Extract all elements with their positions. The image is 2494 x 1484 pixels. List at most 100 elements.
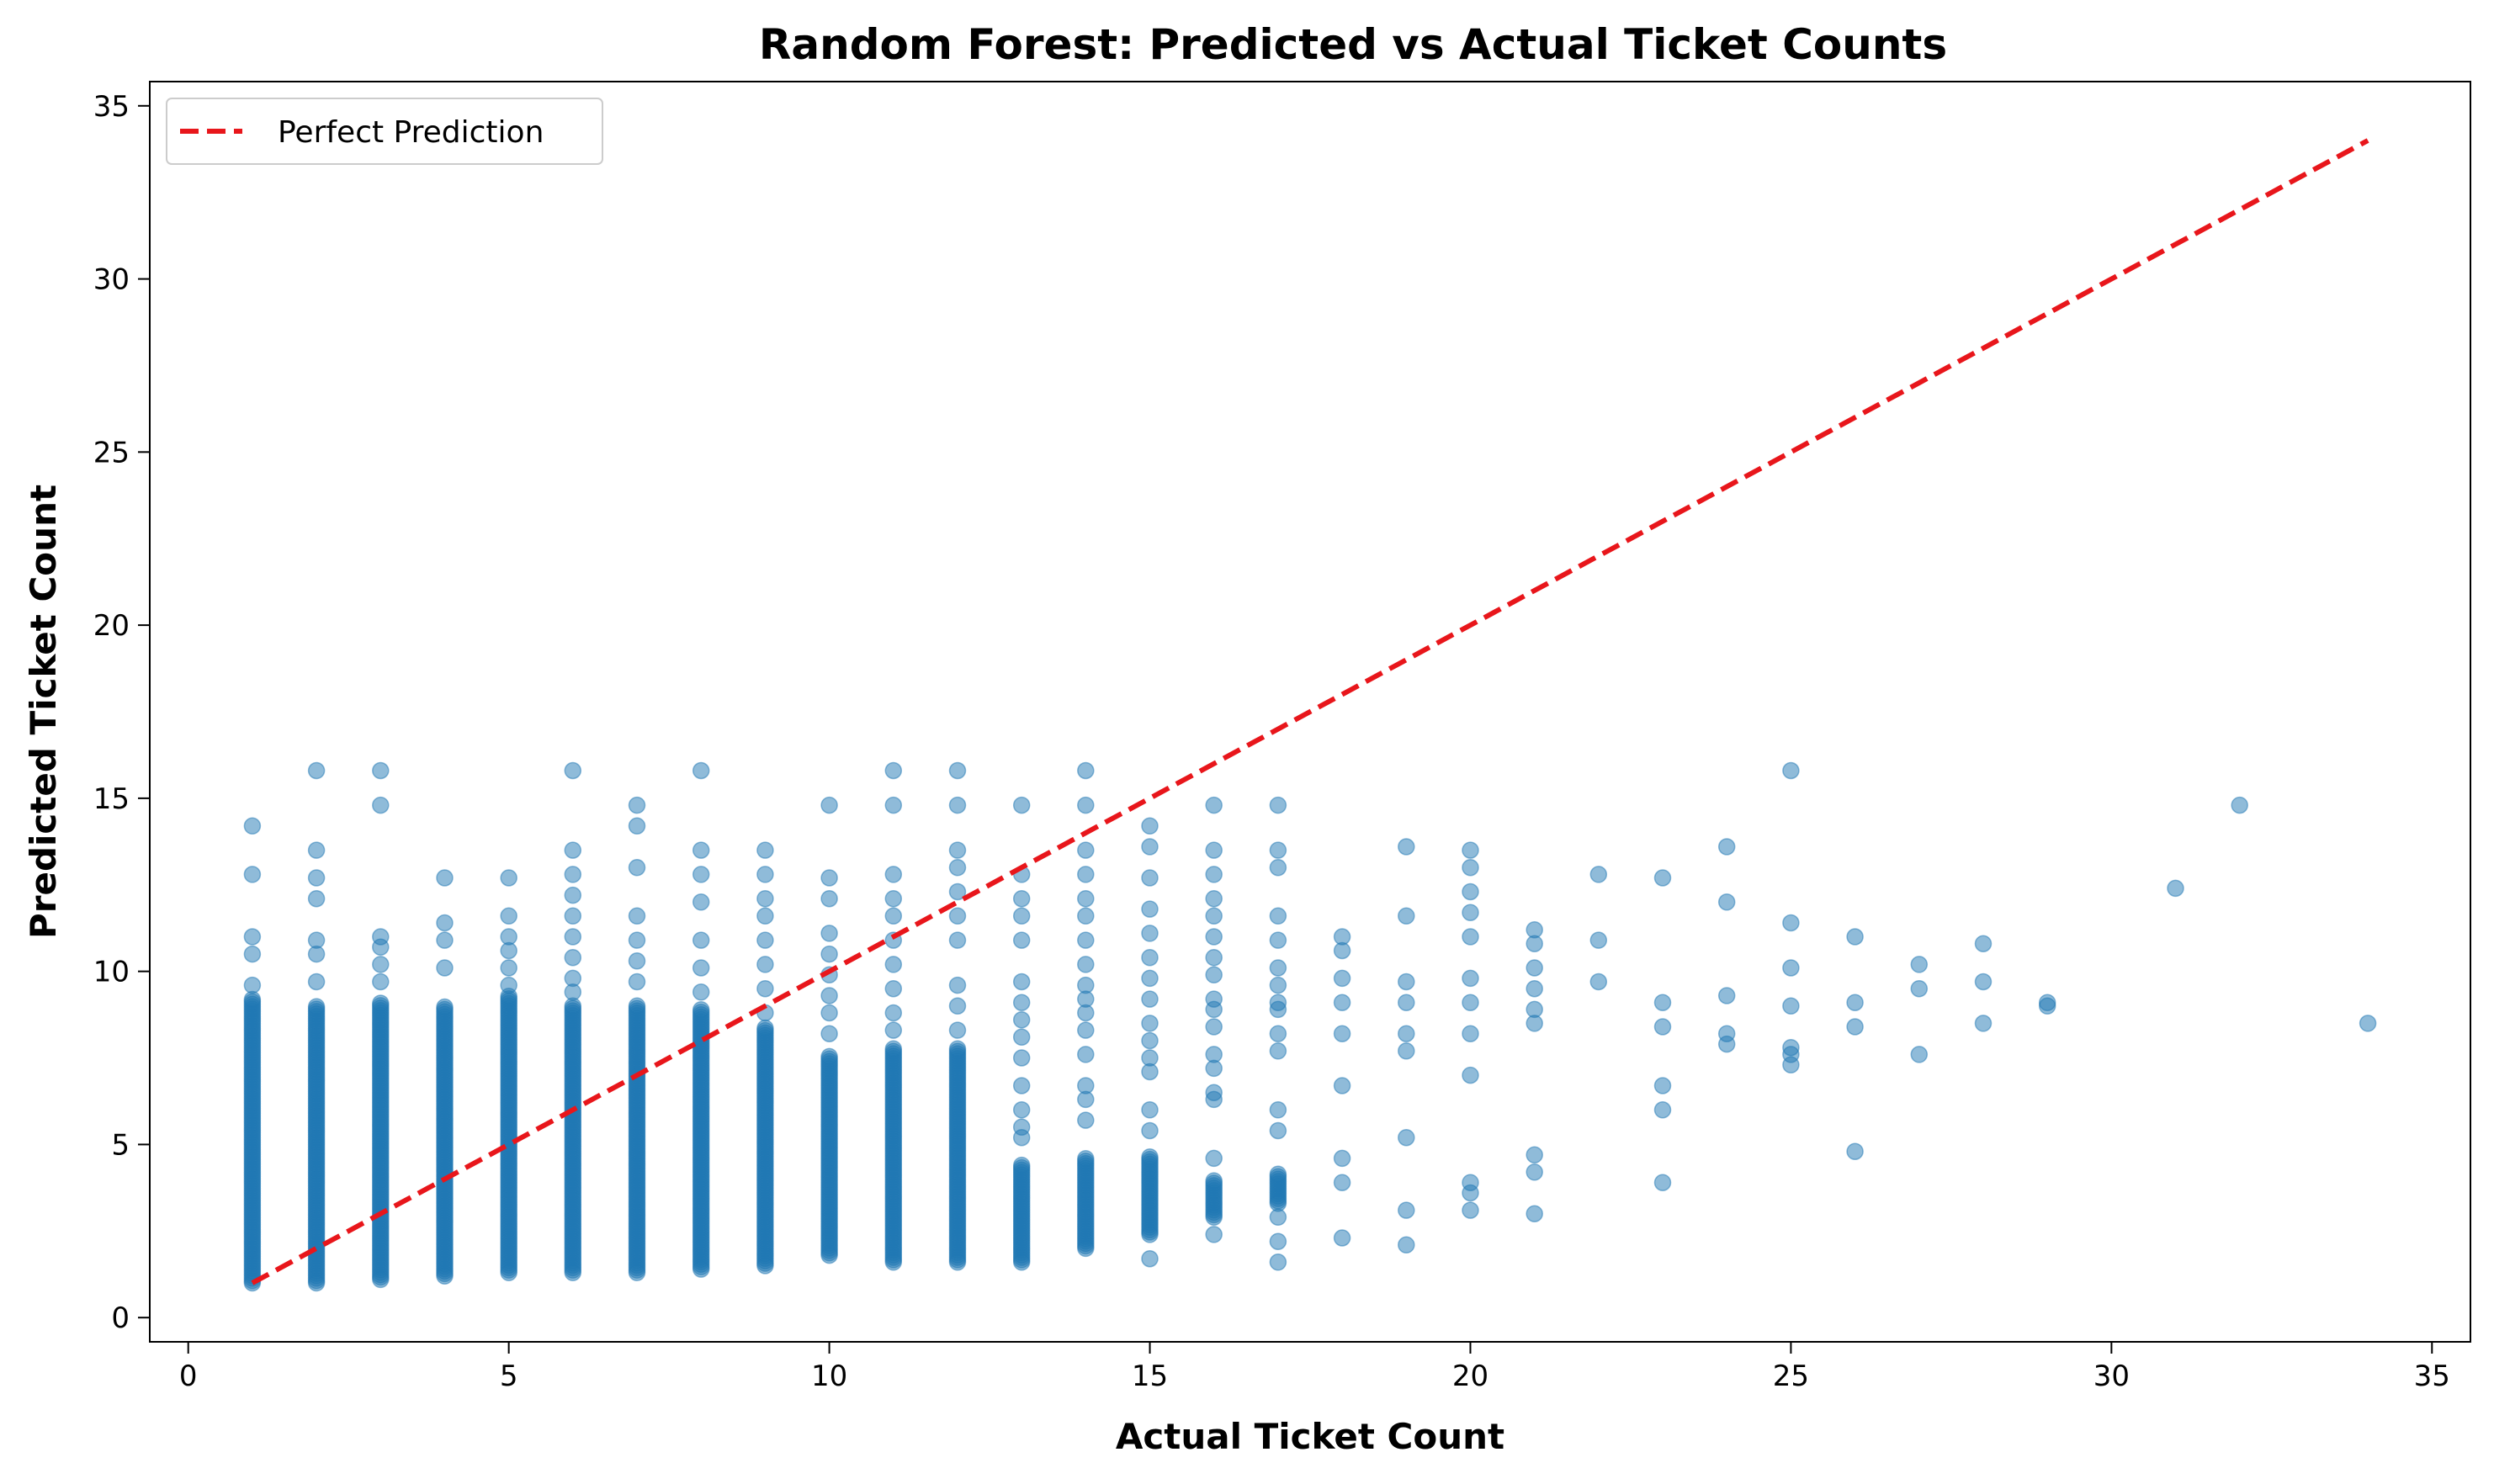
- data-point: [948, 858, 967, 877]
- data-point: [820, 925, 838, 942]
- data-point: [884, 796, 903, 814]
- data-point: [948, 997, 967, 1015]
- data-point: [1974, 1015, 1993, 1032]
- data-point: [1653, 1018, 1672, 1036]
- data-point: [1269, 931, 1287, 949]
- data-point: [884, 1040, 903, 1058]
- data-point: [500, 959, 517, 977]
- chart-title: Random Forest: Predicted vs Actual Ticke…: [759, 20, 1947, 69]
- data-point: [1653, 1077, 1672, 1094]
- y-axis-label: Predicted Ticket Count: [23, 485, 64, 939]
- data-point: [1077, 907, 1095, 925]
- data-point: [1462, 841, 1479, 859]
- data-point: [884, 866, 903, 883]
- plot-frame: [149, 81, 2471, 1343]
- data-point: [372, 761, 390, 780]
- data-point: [692, 893, 710, 911]
- data-point: [243, 817, 262, 835]
- y-tick-label: 0: [111, 1301, 130, 1335]
- data-point: [243, 866, 262, 883]
- y-tick-label: 20: [93, 609, 130, 643]
- data-point: [692, 931, 710, 949]
- data-point: [1269, 1042, 1287, 1060]
- data-point: [1141, 1031, 1159, 1050]
- x-tick-label: 30: [2093, 1359, 2130, 1393]
- data-point: [1077, 1046, 1095, 1063]
- data-point: [1462, 858, 1479, 877]
- data-point: [820, 987, 838, 1004]
- data-point: [948, 882, 967, 901]
- x-tick-label: 10: [811, 1359, 847, 1393]
- y-axis: 0 5 10 15 20 25 30 35: [93, 90, 150, 1335]
- data-point: [1782, 914, 1800, 932]
- data-point: [692, 866, 710, 883]
- data-point: [1205, 1149, 1223, 1168]
- data-point: [628, 858, 646, 877]
- x-tick-label: 20: [1452, 1359, 1488, 1393]
- data-point: [1269, 858, 1287, 877]
- data-point: [1462, 994, 1479, 1011]
- data-points: [243, 761, 2377, 1292]
- data-point: [1398, 838, 1415, 856]
- data-point: [1462, 1174, 1479, 1191]
- data-point: [1141, 1147, 1159, 1166]
- perfect-prediction-line: [251, 138, 2369, 1285]
- data-point: [756, 931, 774, 949]
- data-point: [628, 952, 646, 970]
- data-point: [372, 973, 390, 991]
- data-point: [1269, 959, 1287, 977]
- y-tick-label: 30: [93, 263, 130, 297]
- data-point: [884, 1021, 903, 1039]
- data-point: [1205, 990, 1223, 1008]
- data-point: [1077, 1150, 1095, 1168]
- data-point: [2231, 796, 2248, 814]
- data-point: [1398, 1128, 1415, 1147]
- data-point: [564, 841, 582, 859]
- data-point: [372, 994, 390, 1012]
- data-point: [1077, 1111, 1095, 1129]
- data-point: [1462, 969, 1479, 988]
- data-point: [1141, 1101, 1159, 1119]
- data-point: [1717, 987, 1736, 1004]
- data-point: [1910, 1046, 1929, 1063]
- data-point: [307, 841, 326, 859]
- data-point: [1269, 976, 1287, 994]
- data-point: [1462, 928, 1479, 946]
- data-point: [1077, 866, 1095, 883]
- data-point: [1333, 1149, 1351, 1168]
- data-point: [1462, 1025, 1479, 1042]
- data-point: [1012, 907, 1031, 925]
- data-point: [1269, 1232, 1287, 1250]
- y-tick-label: 35: [93, 90, 130, 124]
- data-point: [948, 1021, 967, 1039]
- data-point: [820, 889, 838, 908]
- data-point: [436, 914, 454, 932]
- x-tick-label: 0: [179, 1359, 198, 1393]
- data-point: [1333, 1229, 1351, 1247]
- data-point: [1846, 1018, 1864, 1036]
- data-point: [1012, 1118, 1031, 1137]
- data-point: [564, 761, 582, 780]
- data-point: [1717, 838, 1736, 856]
- data-point: [1141, 1049, 1159, 1067]
- data-point: [1653, 994, 1672, 1011]
- data-point: [1141, 1249, 1159, 1268]
- data-point: [1398, 994, 1415, 1011]
- data-point: [1012, 994, 1031, 1011]
- data-point: [1398, 973, 1415, 991]
- data-point: [1974, 935, 1993, 952]
- legend-label: Perfect Prediction: [278, 115, 544, 150]
- data-point: [1653, 1101, 1672, 1119]
- data-point: [1333, 994, 1351, 1011]
- data-point: [243, 945, 262, 963]
- data-point: [564, 928, 582, 946]
- data-point: [1526, 921, 1543, 939]
- data-point: [756, 956, 774, 973]
- data-point: [500, 928, 517, 946]
- data-point: [1782, 997, 1800, 1015]
- data-point: [1269, 994, 1287, 1011]
- data-point: [628, 997, 646, 1015]
- data-point: [1141, 969, 1159, 988]
- data-point: [1398, 1042, 1415, 1060]
